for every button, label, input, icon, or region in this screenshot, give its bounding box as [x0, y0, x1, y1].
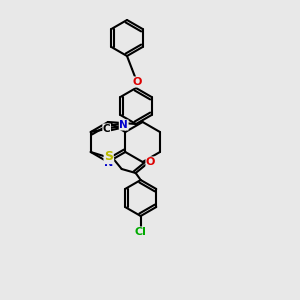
- Text: N: N: [104, 158, 114, 168]
- Text: C: C: [103, 124, 110, 134]
- Text: O: O: [146, 157, 155, 167]
- Text: N: N: [119, 120, 128, 130]
- Text: S: S: [104, 151, 113, 164]
- Text: O: O: [132, 77, 142, 87]
- Text: Cl: Cl: [135, 227, 147, 237]
